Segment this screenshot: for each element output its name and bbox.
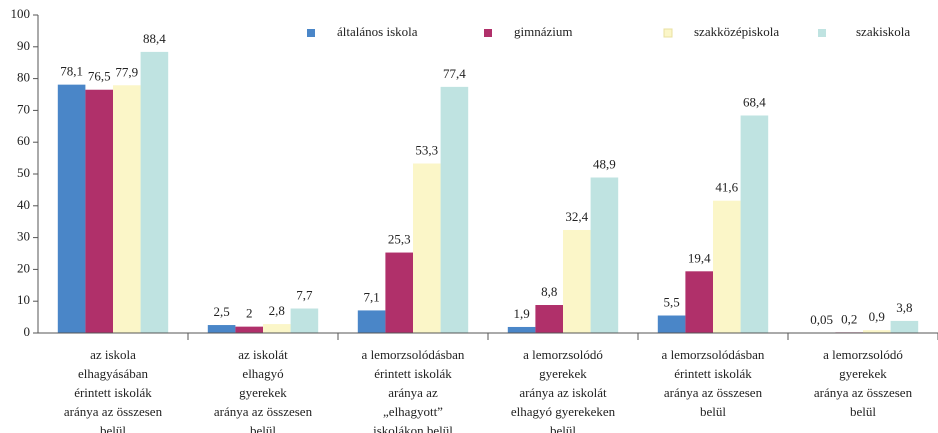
y-tick-label: 0 <box>24 324 31 339</box>
x-tick-label: a lemorzsolódásban <box>362 347 465 362</box>
value-label: 41,6 <box>715 180 738 195</box>
value-label: 88,4 <box>143 31 166 46</box>
bar <box>590 177 619 333</box>
value-label: 2,8 <box>269 303 285 318</box>
x-tick-label: gyerekek <box>239 385 287 400</box>
x-tick-label: az iskola <box>90 347 136 362</box>
value-label: 3,8 <box>896 300 912 315</box>
bar <box>563 229 591 333</box>
value-label: 7,7 <box>296 287 313 302</box>
x-tick-label: aránya az iskolát <box>519 385 607 400</box>
x-tick-label: aránya az <box>388 385 438 400</box>
bar <box>890 320 919 333</box>
value-label: 2 <box>246 306 253 321</box>
legend-label: szakközépiskola <box>694 24 779 39</box>
x-tick-label: aránya az összesen <box>64 404 163 419</box>
y-tick-label: 10 <box>17 292 30 307</box>
value-label: 1,9 <box>513 306 529 321</box>
x-tick-label: belül <box>250 423 276 433</box>
value-label: 77,9 <box>115 64 138 79</box>
bar <box>57 84 86 333</box>
x-tick-label: a lemorzsolódásban <box>662 347 765 362</box>
x-tick-label: belül <box>550 423 576 433</box>
x-tick-label: elhagyó gyerekeken <box>511 404 616 419</box>
value-label: 48,9 <box>593 156 616 171</box>
x-tick-label: érintett iskolák <box>674 366 752 381</box>
x-tick-label: „elhagyott” <box>383 404 443 419</box>
value-label: 77,4 <box>443 66 466 81</box>
bar <box>113 85 141 333</box>
bar <box>740 115 769 333</box>
bar <box>685 271 713 333</box>
x-tick-label: belül <box>850 404 876 419</box>
bar <box>413 163 441 333</box>
value-label: 5,5 <box>663 294 679 309</box>
bar <box>207 325 236 333</box>
y-tick-label: 40 <box>17 197 30 212</box>
value-label: 7,1 <box>363 289 379 304</box>
x-tick-label: elhagyásában <box>78 366 149 381</box>
y-tick-label: 20 <box>17 260 30 275</box>
x-tick-label: gyerekek <box>839 366 887 381</box>
bar <box>863 330 891 333</box>
value-label: 76,5 <box>88 69 111 84</box>
legend-swatch <box>484 29 492 37</box>
bar <box>357 310 386 333</box>
value-label: 25,3 <box>388 232 411 247</box>
bar <box>290 308 319 333</box>
value-label: 0,05 <box>810 312 833 327</box>
x-tick-label: aránya az összesen <box>664 385 763 400</box>
y-tick-label: 90 <box>17 38 30 53</box>
value-label: 19,4 <box>688 250 711 265</box>
x-tick-label: aránya az összesen <box>814 385 913 400</box>
x-tick-label: érintett iskolák <box>374 366 452 381</box>
legend-label: szakiskola <box>856 24 910 39</box>
bar <box>235 326 263 333</box>
bar <box>535 305 563 333</box>
bar <box>507 326 536 333</box>
x-tick-label: aránya az összesen <box>214 404 313 419</box>
x-tick-label: az iskolát <box>238 347 288 362</box>
bar <box>440 86 469 333</box>
y-tick-label: 50 <box>17 165 30 180</box>
y-tick-label: 80 <box>17 70 30 85</box>
value-label: 0,2 <box>841 311 857 326</box>
bar <box>657 315 686 333</box>
legend-swatch <box>818 29 826 37</box>
x-tick-label: belül <box>700 404 726 419</box>
y-tick-label: 60 <box>17 133 30 148</box>
x-tick-label: érintett iskolák <box>74 385 152 400</box>
value-label: 78,1 <box>60 64 83 79</box>
x-tick-label: a lemorzsolódó <box>823 347 903 362</box>
value-label: 8,8 <box>541 284 557 299</box>
x-tick-label: iskolákon belül <box>373 423 453 433</box>
bar <box>85 89 113 333</box>
x-tick-label: elhagyó <box>242 366 283 381</box>
x-tick-label: belül <box>100 423 126 433</box>
value-label: 53,3 <box>415 142 438 157</box>
legend-label: gimnázium <box>514 24 573 39</box>
y-tick-label: 100 <box>11 6 31 21</box>
y-tick-label: 70 <box>17 101 30 116</box>
bar <box>263 324 291 333</box>
bar <box>385 252 413 333</box>
y-tick-label: 30 <box>17 229 30 244</box>
legend-swatch <box>663 28 673 38</box>
value-label: 32,4 <box>565 209 588 224</box>
bar <box>140 51 169 333</box>
legend-label: általános iskola <box>337 24 418 39</box>
bar <box>713 200 741 333</box>
value-label: 2,5 <box>213 304 229 319</box>
value-label: 0,9 <box>869 309 885 324</box>
legend-swatch <box>307 29 315 37</box>
x-tick-label: gyerekek <box>539 366 587 381</box>
x-tick-label: a lemorzsolódó <box>523 347 603 362</box>
value-label: 68,4 <box>743 94 766 109</box>
